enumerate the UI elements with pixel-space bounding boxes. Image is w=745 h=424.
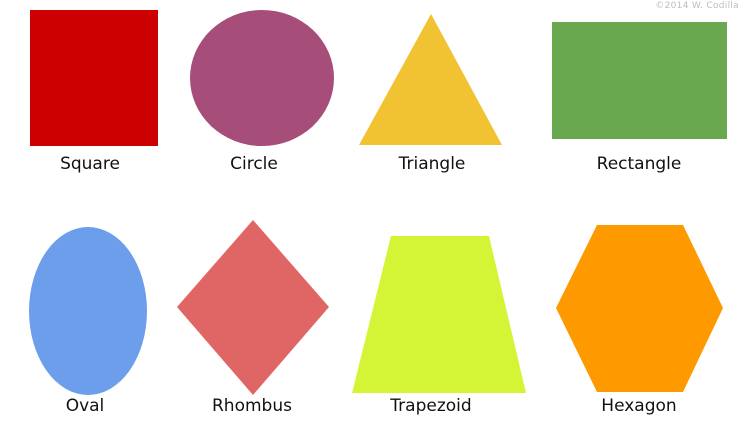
triangle-shape bbox=[359, 14, 502, 145]
hexagon-label: Hexagon bbox=[601, 396, 677, 416]
oval-shape bbox=[29, 227, 147, 395]
circle-shape bbox=[190, 10, 334, 146]
hexagon-shape bbox=[556, 225, 723, 392]
oval-label: Oval bbox=[65, 396, 105, 416]
circle-label: Circle bbox=[230, 154, 278, 174]
square-label: Square bbox=[60, 154, 120, 174]
trapezoid-label: Trapezoid bbox=[390, 396, 472, 416]
trapezoid-shape bbox=[352, 236, 526, 393]
rectangle-label: Rectangle bbox=[596, 154, 682, 174]
rectangle-shape bbox=[552, 22, 727, 139]
rhombus-label: Rhombus bbox=[212, 396, 292, 416]
copyright-notice: ©2014 W. Codilla bbox=[655, 1, 739, 11]
square-shape bbox=[30, 10, 158, 146]
rhombus-shape bbox=[177, 220, 329, 395]
triangle-label: Triangle bbox=[398, 154, 466, 174]
